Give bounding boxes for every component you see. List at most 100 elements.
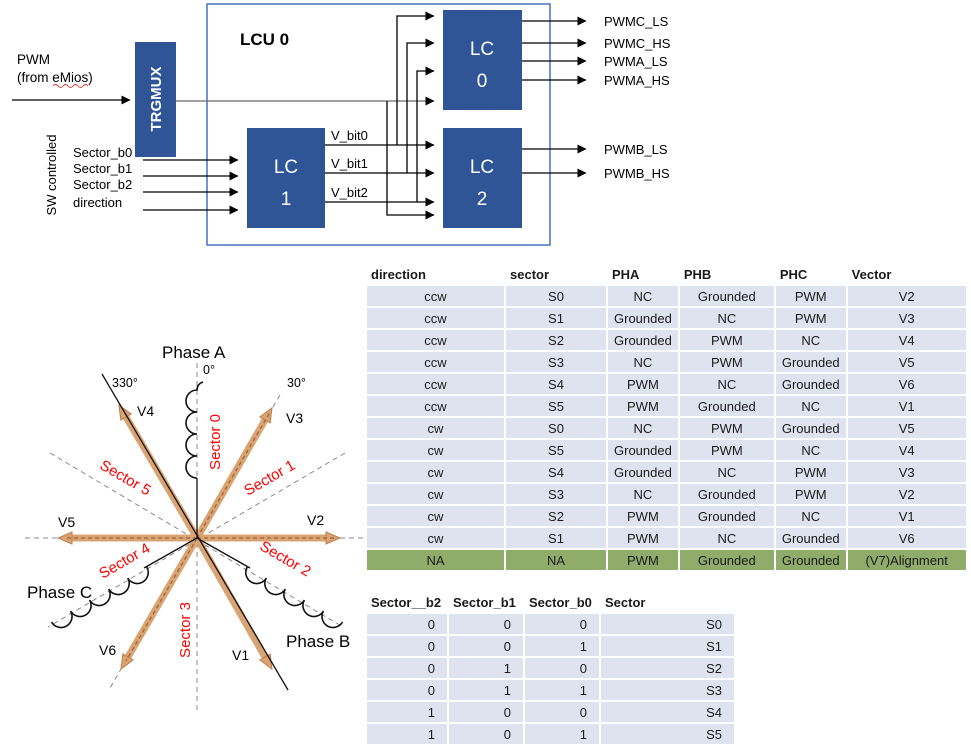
table-cell: Grounded: [679, 396, 774, 416]
sw-controlled-label: SW controlled: [44, 135, 59, 216]
table-cell: 1: [367, 702, 447, 722]
column-header: PHB: [679, 264, 774, 284]
table-row: 0 1 0 S2: [367, 658, 734, 678]
table-cell: Grounded: [679, 484, 774, 504]
sector-0-label: Sector 0: [207, 414, 224, 470]
table-cell: 0: [449, 614, 523, 634]
v6-label: V6: [99, 642, 116, 658]
table-row: cw S1 PWM NC Grounded V6: [367, 528, 966, 548]
table-row: 0 0 1 S1: [367, 636, 734, 656]
table-row: cw S0 NC PWM Grounded V5: [367, 418, 966, 438]
spellcheck-squiggle: [52, 84, 89, 88]
table-cell: Grounded: [608, 440, 678, 460]
table-cell: ccw: [367, 286, 504, 306]
table-cell: S2: [506, 330, 606, 350]
table-cell: Grounded: [608, 330, 678, 350]
table-cell: V3: [847, 308, 966, 328]
phase-coils: [50, 381, 344, 629]
table-cell: V5: [847, 418, 966, 438]
column-header: sector: [506, 264, 606, 284]
table-row: cw S4 Grounded NC PWM V3: [367, 462, 966, 482]
table-cell: NA: [367, 550, 504, 570]
column-header: Vector: [847, 264, 966, 284]
phase-c-label: Phase C: [27, 583, 92, 602]
column-header: direction: [367, 264, 504, 284]
table-cell: S1: [506, 528, 606, 548]
angle-330-label: 330°: [112, 376, 138, 390]
table-cell: NC: [608, 286, 678, 306]
table-cell: cw: [367, 484, 504, 504]
table-cell: ccw: [367, 330, 504, 350]
vector-arrows: [56, 403, 342, 671]
table-cell: cw: [367, 440, 504, 460]
vector-v1-arrow: [193, 536, 273, 671]
vector-selection-table: direction sector PHA PHB PHC Vector ccw S0 NC Gro…: [365, 262, 968, 572]
phase-vector-diagram: Phase A Phase B Phase C 0° 330° 30° V4 V…: [25, 343, 367, 713]
table-cell: PWM: [679, 440, 774, 460]
table-cell: NC: [775, 440, 846, 460]
table-cell: V6: [847, 374, 966, 394]
table-cell: S2: [601, 658, 734, 678]
table-cell: V6: [847, 528, 966, 548]
v4-label: V4: [137, 403, 154, 419]
table-row: NA NA PWM Grounded Grounded (V7)Alignment: [367, 550, 966, 570]
table-cell: PWM: [679, 330, 774, 350]
table-cell: 0: [449, 636, 523, 656]
output-pwmc-ls: PWMC_LS: [604, 14, 669, 29]
table-row: ccw S3 NC PWM Grounded V5: [367, 352, 966, 372]
v3-label: V3: [286, 410, 303, 426]
phase-b-label: Phase B: [286, 632, 350, 651]
table-cell: V4: [847, 440, 966, 460]
phase-b-coil: [244, 566, 344, 629]
table-cell: PWM: [775, 462, 846, 482]
input-label-sector-b0: Sector_b0: [73, 145, 132, 160]
lcu0-title: LCU 0: [240, 30, 289, 49]
table-cell: 0: [367, 680, 447, 700]
table-row: ccw S1 Grounded NC PWM V3: [367, 308, 966, 328]
table-cell: NC: [775, 330, 846, 350]
table-row: ccw S5 PWM Grounded NC V1: [367, 396, 966, 416]
table-cell: V1: [847, 396, 966, 416]
column-header: Sector_b1: [449, 592, 523, 612]
table-cell: S0: [601, 614, 734, 634]
table-cell: Grounded: [775, 374, 846, 394]
table-cell: NC: [608, 352, 678, 372]
v1-label: V1: [232, 647, 249, 663]
table-cell: PWM: [608, 374, 678, 394]
table-cell: 1: [367, 724, 447, 744]
table-header-row: Sector__b2 Sector_b1 Sector_b0 Sector: [367, 592, 734, 612]
table-cell: PWM: [608, 528, 678, 548]
output-pwmb-hs: PWMB_HS: [604, 166, 670, 181]
trgmux-label: TRGMUX: [148, 67, 165, 132]
table-cell: NC: [608, 484, 678, 504]
table-cell: S4: [601, 702, 734, 722]
column-header: PHA: [608, 264, 678, 284]
table-cell: 0: [367, 658, 447, 678]
table-cell: S3: [601, 680, 734, 700]
table-cell: PWM: [775, 308, 846, 328]
table-cell: Grounded: [775, 418, 846, 438]
sector-5-label: Sector 5: [97, 457, 154, 500]
table-cell: 1: [525, 724, 599, 744]
sector-bits-table: Sector__b2 Sector_b1 Sector_b0 Sector 0 0 0 S0 0…: [365, 590, 736, 746]
table-cell: S2: [506, 506, 606, 526]
v5-label: V5: [58, 514, 75, 530]
pwm-source-label-line2: (from eMios): [17, 70, 93, 85]
vbit2-label: V_bit2: [331, 185, 368, 200]
lc0-number: 0: [477, 71, 488, 92]
table-cell: Grounded: [775, 550, 846, 570]
lc1-block: [247, 128, 325, 228]
lc0-label: LC: [470, 39, 494, 60]
table-cell: PWM: [775, 484, 846, 504]
column-header: Sector_b0: [525, 592, 599, 612]
table-row: 1 0 1 S5: [367, 724, 734, 744]
lc2-block: [443, 128, 522, 228]
lc1-label: LC: [274, 157, 298, 178]
table-cell: S5: [601, 724, 734, 744]
table-cell: Grounded: [608, 308, 678, 328]
table-cell: (V7)Alignment: [847, 550, 966, 570]
lc2-label: LC: [470, 157, 494, 178]
table-cell: S0: [506, 286, 606, 306]
input-label-sector-b2: Sector_b2: [73, 177, 132, 192]
